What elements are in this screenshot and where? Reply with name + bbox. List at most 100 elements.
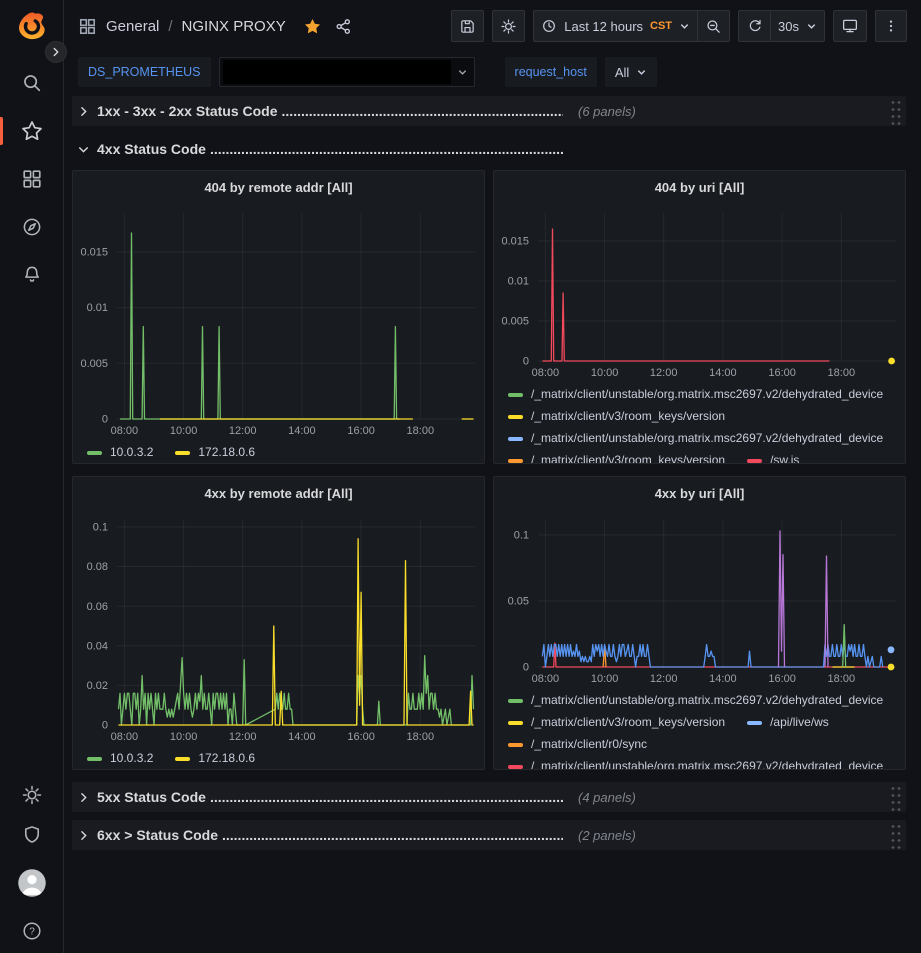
legend-item[interactable]: 10.0.3.2 xyxy=(87,441,153,463)
graph-canvas[interactable]: 0 0.02 0.04 0.06 0.08 0.1 08:00 10:00 12:00 14:00… xyxy=(73,509,484,745)
svg-text:0.015: 0.015 xyxy=(80,247,108,259)
legend-item[interactable]: 172.18.0.6 xyxy=(175,441,255,463)
legend-item[interactable]: 10.0.3.2 xyxy=(87,747,153,769)
breadcrumb-folder[interactable]: General xyxy=(106,17,160,35)
panel-title[interactable]: 404 by uri [All] xyxy=(654,179,745,195)
legend-item[interactable]: /_matrix/client/unstable/org.matrix.msc2… xyxy=(508,689,883,711)
row-6xx[interactable]: 6xx > Status Code ......................… xyxy=(72,820,906,850)
row-drag-handle[interactable] xyxy=(889,821,901,849)
save-dashboard-button[interactable] xyxy=(451,10,485,42)
dashboard-topbar: General / NGINX PROXY xyxy=(64,0,921,52)
tv-kiosk-button[interactable] xyxy=(833,10,867,42)
legend-swatch xyxy=(747,458,763,463)
legend-row: /_matrix/client/unstable/org.matrix.msc2… xyxy=(508,755,897,769)
row-title: 1xx - 3xx - 2xx Status Code xyxy=(97,103,278,119)
timeseries-graph[interactable]: 0 0.05 0.1 08:00 10:00 12:00 14:00 16:00 18:00 xyxy=(494,509,905,687)
graph-canvas[interactable]: 0 0.05 0.1 08:00 10:00 12:00 14:00 16:00 18:00 xyxy=(494,509,905,687)
row-4xx[interactable]: 4xx Status Code ........................… xyxy=(72,134,906,164)
svg-text:18:00: 18:00 xyxy=(828,673,856,685)
time-range-picker[interactable]: Last 12 hours CST xyxy=(533,10,698,42)
svg-text:14:00: 14:00 xyxy=(288,731,316,743)
variable-label-datasource[interactable]: DS_PROMETHEUS xyxy=(78,57,211,87)
more-options-button[interactable] xyxy=(875,10,907,42)
graph-canvas[interactable]: 0 0.005 0.01 0.015 08:00 10:00 12:00 14:00 16:00… xyxy=(73,203,484,439)
panel-title[interactable]: 4xx by remote addr [All] xyxy=(204,485,353,501)
legend-row: 10.0.3.2 172.18.0.6 xyxy=(87,441,476,463)
legend-item[interactable]: /_matrix/client/v3/room_keys/version xyxy=(508,711,725,733)
sidebar-item-explore[interactable] xyxy=(0,203,64,251)
sidebar-item-starred[interactable] xyxy=(0,107,64,155)
save-icon xyxy=(461,19,475,33)
svg-text:14:00: 14:00 xyxy=(288,425,316,437)
dashboard-title[interactable]: NGINX PROXY xyxy=(181,17,286,35)
sidebar-item-dashboards[interactable] xyxy=(0,155,64,203)
svg-text:16:00: 16:00 xyxy=(347,731,375,743)
timeseries-graph[interactable]: 0 0.005 0.01 0.015 08:00 10:00 12:00 14:00 16:00… xyxy=(494,203,905,381)
sidebar-expand-button[interactable] xyxy=(45,41,67,63)
share-icon[interactable] xyxy=(334,17,353,36)
kebab-menu-icon xyxy=(889,20,893,32)
refresh-icon xyxy=(749,19,761,32)
sidebar-item-alerting[interactable] xyxy=(0,251,64,299)
svg-text:14:00: 14:00 xyxy=(709,673,737,685)
timeseries-graph[interactable]: 0 0.005 0.01 0.015 08:00 10:00 12:00 14:00 16:00… xyxy=(73,203,484,439)
favorite-star-icon[interactable] xyxy=(303,17,322,36)
legend-item[interactable]: /_matrix/client/v3/room_keys/version xyxy=(508,449,725,463)
panel-legend: /_matrix/client/unstable/org.matrix.msc2… xyxy=(494,381,905,463)
panel-title[interactable]: 4xx by uri [All] xyxy=(654,485,745,501)
svg-text:0.01: 0.01 xyxy=(87,302,108,314)
legend-swatch xyxy=(87,450,102,455)
svg-text:0.005: 0.005 xyxy=(80,358,108,370)
legend-item[interactable]: /_matrix/client/r0/sync xyxy=(508,733,647,755)
zoom-out-time-button[interactable] xyxy=(697,10,731,42)
dashboard-settings-button[interactable] xyxy=(492,10,526,42)
sidebar-item-configuration[interactable] xyxy=(0,775,64,815)
row-5xx[interactable]: 5xx Status Code ........................… xyxy=(72,782,906,812)
svg-text:18:00: 18:00 xyxy=(407,731,435,743)
legend-swatch xyxy=(508,436,523,441)
timeseries-graph[interactable]: 0 0.02 0.04 0.06 0.08 0.1 08:00 10:00 12:00 14:00… xyxy=(73,509,484,745)
legend-item[interactable]: /_matrix/client/unstable/org.matrix.msc2… xyxy=(508,383,883,405)
shield-icon xyxy=(24,826,39,843)
bell-icon xyxy=(24,266,39,282)
panel-grid-row-2: 4xx by remote addr [All] 0 0.02 0.04 0.06 0.… xyxy=(72,476,906,770)
row-drag-handle[interactable] xyxy=(889,783,901,811)
legend-item[interactable]: /_matrix/client/unstable/org.matrix.msc2… xyxy=(508,427,883,449)
svg-text:10:00: 10:00 xyxy=(591,367,619,379)
monitor-icon xyxy=(842,19,858,33)
sidebar-item-server-admin[interactable] xyxy=(0,815,64,855)
row-title-dots: ........................................… xyxy=(281,103,563,119)
panel-title[interactable]: 404 by remote addr [All] xyxy=(204,179,353,195)
legend-row: 10.0.3.2 172.18.0.6 xyxy=(87,747,476,769)
svg-text:14:00: 14:00 xyxy=(709,367,737,379)
legend-item[interactable]: /_matrix/client/unstable/org.matrix.msc2… xyxy=(508,755,883,769)
panel-404-by-uri: 404 by uri [All] 0 0.005 0.01 0.015 08:00 10:… xyxy=(493,170,906,464)
search-icon xyxy=(23,75,40,92)
row-1xx-3xx-2xx[interactable]: 1xx - 3xx - 2xx Status Code ............… xyxy=(72,96,906,126)
sidebar-item-search[interactable] xyxy=(0,59,64,107)
row-title-dots: ........................................… xyxy=(222,827,563,843)
legend-item[interactable]: /_matrix/client/v3/room_keys/version xyxy=(508,405,725,427)
svg-text:0.02: 0.02 xyxy=(87,680,108,692)
variable-request-host-select[interactable]: All xyxy=(604,57,658,87)
svg-text:0: 0 xyxy=(523,662,529,674)
star-icon xyxy=(21,121,42,141)
variable-label-request-host[interactable]: request_host xyxy=(504,57,597,87)
svg-text:0.05: 0.05 xyxy=(508,596,529,608)
grafana-logo[interactable] xyxy=(15,9,49,43)
refresh-interval-picker[interactable]: 30s xyxy=(770,10,825,42)
sidebar-item-help[interactable]: ? xyxy=(0,911,64,951)
graph-canvas[interactable]: 0 0.005 0.01 0.015 08:00 10:00 12:00 14:00 16:00… xyxy=(494,203,905,381)
legend-item[interactable]: /sw.js xyxy=(747,449,799,463)
sidebar-item-profile[interactable] xyxy=(0,855,64,911)
chevron-down-icon xyxy=(680,23,689,29)
legend-item[interactable]: /api/live/ws xyxy=(747,711,829,733)
row-drag-handle[interactable] xyxy=(889,97,901,125)
panel-legend: 10.0.3.2 172.18.0.6 xyxy=(73,439,484,463)
compass-icon xyxy=(23,218,40,236)
refresh-button[interactable] xyxy=(738,10,771,42)
refresh-interval-label: 30s xyxy=(778,18,799,34)
variable-datasource-select[interactable] xyxy=(218,57,475,87)
user-avatar xyxy=(17,869,46,897)
legend-item[interactable]: 172.18.0.6 xyxy=(175,747,255,769)
